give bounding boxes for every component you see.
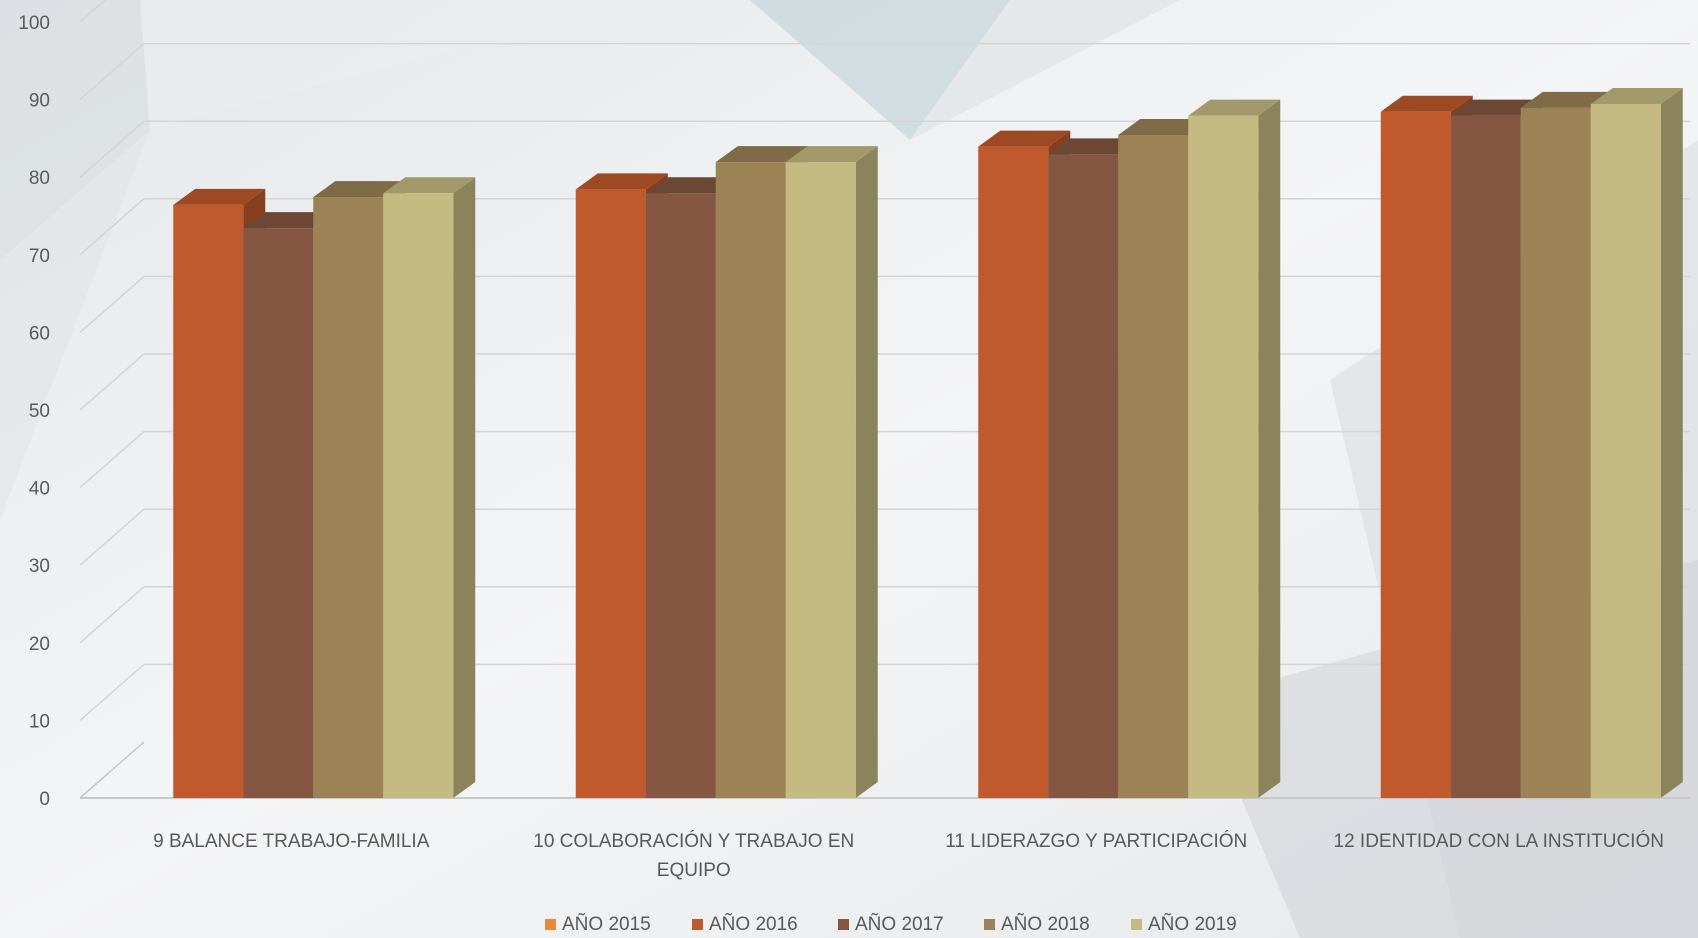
legend-label: AÑO 2017 (855, 913, 944, 935)
legend-label: AÑO 2018 (1001, 913, 1090, 935)
bar-front (715, 162, 786, 798)
bar-top (1118, 119, 1211, 135)
legend-item: AÑO 2019 (1131, 913, 1237, 935)
bar (1188, 99, 1281, 799)
bar-top (645, 177, 738, 194)
gridline-depth (79, 43, 145, 101)
bar-side (855, 146, 878, 798)
bar-front (243, 228, 314, 798)
gridline-depth (79, 198, 145, 256)
bar-front (1188, 115, 1259, 799)
legend-swatch (838, 919, 849, 930)
gridline-depth (79, 353, 145, 411)
bar-front (978, 146, 1049, 798)
x-axis-labels: 9 BALANCE TRABAJO-FAMILIA 10 COLABORACIÓN… (153, 830, 1664, 881)
bar-top (1188, 99, 1281, 116)
legend-label: AÑO 2016 (709, 913, 798, 935)
y-tick-label: 40 (29, 479, 50, 500)
bar-top (715, 146, 808, 163)
legend: AÑO 2015 AÑO 2016 AÑO 2017 AÑO 2018 AÑO 2019 (545, 913, 1237, 935)
gridline-depth (79, 0, 107, 23)
x-category-label: EQUIPO (657, 860, 731, 881)
bar-front (1450, 115, 1521, 799)
y-tick-label: 100 (18, 13, 50, 34)
bar-side (1660, 87, 1683, 798)
legend-swatch (692, 919, 703, 930)
bar-front (1048, 154, 1119, 798)
bar-top (243, 212, 336, 229)
x-category-label: 9 BALANCE TRABAJO-FAMILIA (153, 831, 430, 852)
bar-top (575, 173, 668, 190)
x-category-label: 10 COLABORACIÓN Y TRABAJO EN (533, 830, 854, 852)
bar-top (785, 146, 878, 163)
legend-label: AÑO 2015 (562, 913, 651, 935)
x-category-label: 11 LIDERAZGO Y PARTICIPACIÓN (945, 830, 1247, 852)
bar-top (1450, 99, 1543, 116)
gridline-depth (79, 431, 145, 489)
bar-front (1380, 111, 1451, 799)
y-tick-label: 80 (29, 168, 50, 189)
bar-top (1520, 91, 1613, 108)
y-axis-ticks: 0 10 20 30 40 50 60 70 80 90 100 (18, 13, 50, 810)
bar-top (173, 188, 266, 205)
legend-item: AÑO 2016 (692, 913, 798, 935)
bar (383, 177, 476, 798)
bar (785, 146, 878, 798)
gridline-depth (79, 508, 145, 566)
legend-item: AÑO 2015 (545, 913, 651, 935)
bar-top (1048, 138, 1141, 155)
y-tick-label: 90 (29, 91, 50, 112)
bar-top (383, 177, 476, 194)
gridline-depth (79, 586, 145, 644)
gridline-depth (79, 275, 145, 333)
y-tick-label: 30 (29, 556, 50, 577)
bar-side (453, 177, 476, 798)
x-category-label: 12 IDENTIDAD CON LA INSTITUCIÓN (1334, 830, 1664, 852)
y-tick-label: 10 (29, 711, 50, 732)
bar-front (785, 162, 856, 798)
bar (1590, 87, 1683, 798)
bar-front (173, 204, 244, 799)
bar-top (313, 181, 406, 198)
bar-top (1380, 95, 1473, 112)
bar-front (383, 193, 454, 798)
bar-front (1118, 135, 1189, 798)
legend-swatch (1131, 919, 1142, 930)
y-tick-label: 20 (29, 634, 50, 655)
legend-item: AÑO 2017 (838, 913, 944, 935)
gridline-depth (79, 120, 145, 178)
legend-swatch (545, 919, 556, 930)
bar-front (1590, 103, 1661, 798)
bar (575, 173, 668, 798)
y-tick-label: 70 (29, 246, 50, 267)
floor-depth-line (79, 741, 145, 799)
legend-swatch (984, 919, 995, 930)
bar-front (575, 189, 646, 798)
y-tick-label: 50 (29, 401, 50, 422)
bar-front (645, 193, 716, 798)
bar-front (1520, 107, 1591, 799)
bar-top (978, 130, 1071, 147)
bar-front (313, 197, 384, 798)
legend-label: AÑO 2019 (1148, 913, 1237, 935)
y-tick-label: 60 (29, 323, 50, 344)
bars (173, 87, 1683, 799)
legend-item: AÑO 2018 (984, 913, 1090, 935)
y-tick-label: 0 (39, 789, 50, 810)
gridline-depth (79, 663, 145, 721)
bar-top (1590, 87, 1683, 104)
bar-side (1258, 99, 1281, 799)
